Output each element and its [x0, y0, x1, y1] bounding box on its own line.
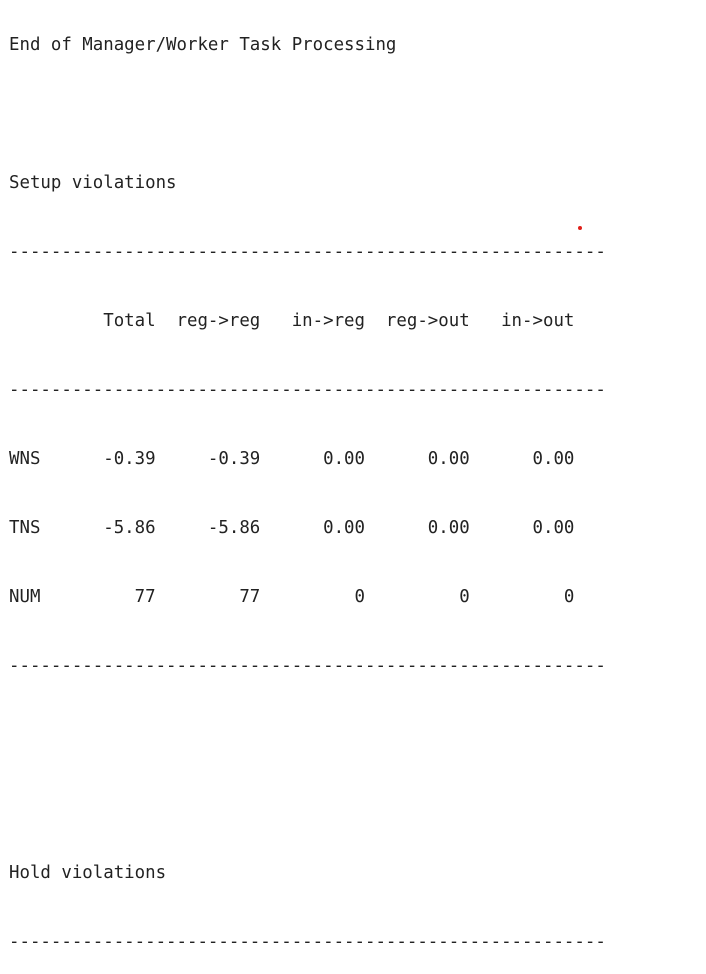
terminal-line-blank	[9, 793, 699, 816]
setup-row-tns: TNS -5.86 -5.86 0.00 0.00 0.00	[9, 518, 575, 538]
setup-table-header: Total reg->reg in->reg reg->out in->out	[9, 311, 575, 331]
setup-table-rule-header: ----------------------------------------…	[9, 380, 606, 400]
terminal-line-blank	[9, 724, 699, 747]
setup-row-wns: WNS -0.39 -0.39 0.00 0.00 0.00	[9, 449, 575, 469]
cursor-dot	[578, 226, 582, 230]
setup-violations-heading: Setup violations	[9, 173, 177, 193]
terminal-line-blank	[9, 103, 699, 126]
setup-table-rule-top: ----------------------------------------…	[9, 242, 606, 262]
terminal-line-title: End of Manager/Worker Task Processing	[9, 35, 397, 55]
hold-violations-heading: Hold violations	[9, 863, 167, 883]
setup-table-rule-bottom: ----------------------------------------…	[9, 656, 606, 676]
hold-table-rule-top: ----------------------------------------…	[9, 932, 606, 952]
terminal-output[interactable]: End of Manager/Worker Task Processing Se…	[9, 0, 699, 974]
setup-row-num: NUM 77 77 0 0 0	[9, 587, 575, 607]
